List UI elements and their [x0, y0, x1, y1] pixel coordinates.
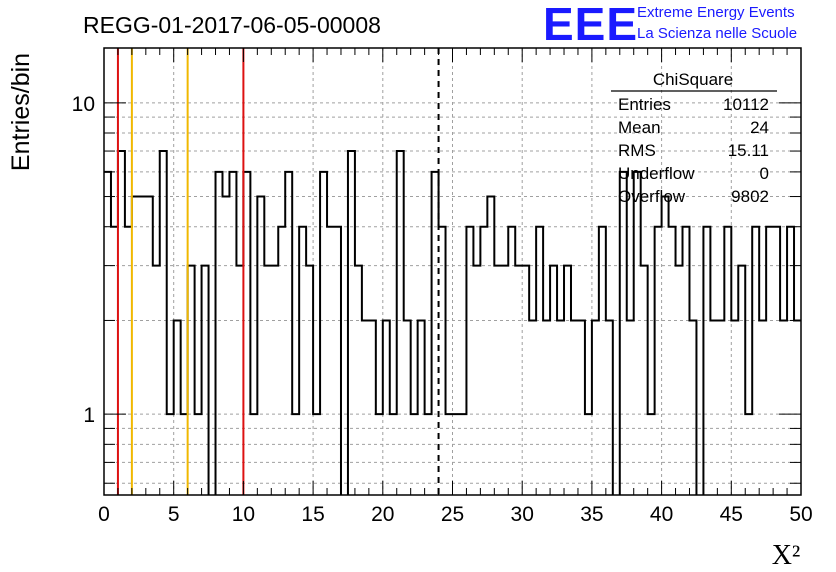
logo-subtitle-2: La Scienza nelle Scuole [637, 25, 797, 42]
stats-title: ChiSquare [653, 70, 733, 89]
x-tick-label: 40 [650, 503, 673, 526]
logo-subtitle-1: Extreme Energy Events [637, 4, 795, 21]
x-tick-label: 15 [301, 503, 324, 526]
x-tick-label: 50 [789, 503, 812, 526]
stats-label: Overflow [618, 187, 686, 206]
histogram-line [104, 150, 801, 495]
x-tick-label: 25 [441, 503, 464, 526]
stats-box: ChiSquare Entries 10112 Mean 24 RMS 15.11 Unde… [611, 70, 777, 206]
grid [104, 48, 801, 495]
y-tick-label: 1 [83, 404, 95, 427]
logo-text: EEE [543, 0, 638, 50]
chart-title: REGG-01-2017-06-05-00008 [83, 12, 381, 38]
stats-label: Mean [618, 118, 661, 137]
marker-lines [116, 48, 440, 495]
y-tick-label: 10 [72, 93, 95, 116]
x-axis-label: X² [772, 540, 801, 571]
x-tick-label: 20 [371, 503, 394, 526]
x-tick-label: 30 [511, 503, 534, 526]
x-tick-label: 5 [168, 503, 180, 526]
eee-logo: EEE Extreme Energy Events La Scienza nel… [543, 0, 797, 50]
stats-label: RMS [618, 141, 656, 160]
stats-value: 9802 [731, 187, 769, 206]
y-axis-label: Entries/bin [7, 53, 35, 171]
stats-label: Underflow [618, 164, 695, 183]
stats-value: 0 [760, 164, 769, 183]
histogram [104, 150, 801, 495]
stats-value: 10112 [723, 95, 769, 114]
x-tick-label: 35 [580, 503, 603, 526]
x-tick-label: 45 [720, 503, 743, 526]
x-tick-label: 0 [98, 503, 110, 526]
stats-label: Entries [618, 95, 671, 114]
axes [103, 47, 802, 496]
x-tick-label: 10 [232, 503, 255, 526]
stats-value: 24 [750, 118, 769, 137]
stats-value: 15.11 [728, 141, 769, 160]
tick-labels: 0 5 10 15 20 25 30 35 40 45 50 1 10 [72, 93, 813, 526]
